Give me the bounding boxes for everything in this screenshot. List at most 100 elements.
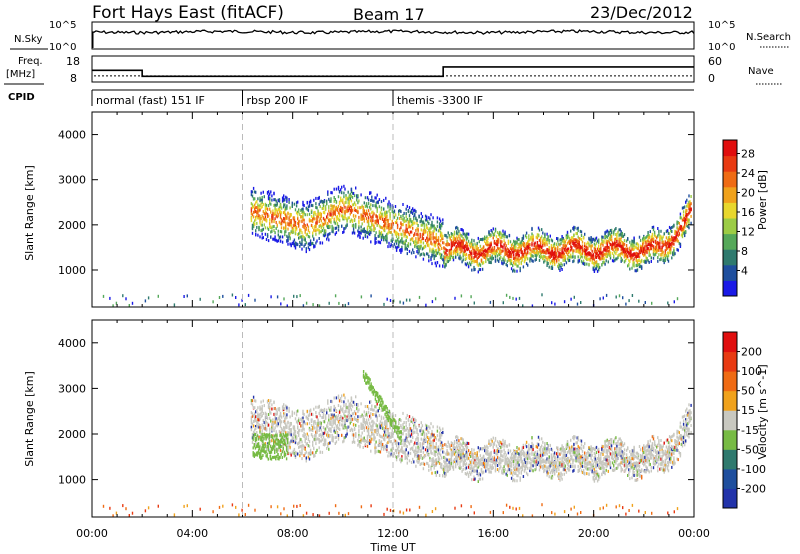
power-cell — [385, 224, 387, 228]
power-cell — [385, 216, 387, 220]
power-cell — [260, 202, 262, 206]
velocity-cell — [348, 408, 350, 412]
power-cell — [503, 243, 505, 247]
power-cell — [596, 269, 599, 273]
power-cell — [489, 233, 491, 237]
velocity-cell — [330, 406, 332, 410]
power-cell — [555, 251, 557, 255]
power-cell — [457, 227, 459, 231]
power-cell — [422, 221, 425, 225]
power-cell — [504, 248, 506, 252]
power-cell — [601, 263, 603, 267]
power-cell — [525, 252, 528, 256]
power-cell — [293, 238, 296, 242]
power-cell — [252, 225, 255, 228]
power-cell — [502, 245, 504, 249]
power-cell — [560, 266, 562, 269]
velocity-cell — [337, 404, 340, 407]
velocity-cell — [254, 428, 256, 432]
velocity-cell — [303, 454, 305, 458]
velocity-cell — [375, 450, 377, 454]
velocity-cell — [358, 424, 360, 428]
power-cell — [491, 230, 493, 234]
power-cell — [274, 211, 276, 215]
power-cell — [634, 269, 636, 273]
power-cell — [506, 247, 508, 251]
velocity-cell — [258, 425, 260, 429]
power-cell — [487, 240, 489, 244]
power-cell — [322, 216, 325, 220]
power-cell — [622, 296, 624, 300]
power-cell — [503, 239, 505, 243]
velocity-cell — [301, 429, 303, 433]
power-cell — [363, 227, 365, 231]
power-cell — [344, 201, 346, 205]
power-cell — [642, 239, 644, 243]
power-cell — [553, 262, 556, 266]
power-cell — [362, 205, 364, 209]
velocity-cell — [318, 440, 320, 444]
power-cell — [340, 209, 342, 212]
power-cell — [632, 261, 634, 264]
velocity-cell — [361, 413, 363, 417]
power-cell — [403, 216, 405, 220]
velocity-cell — [310, 412, 313, 416]
velocity-cell — [365, 418, 368, 422]
power-cell — [424, 238, 427, 242]
power-cell — [322, 210, 325, 214]
power-cell — [566, 257, 569, 261]
velocity-cell — [321, 433, 324, 437]
power-cell — [522, 265, 525, 269]
power-cell — [343, 216, 345, 220]
velocity-cell — [266, 442, 269, 446]
power-cell — [572, 240, 574, 244]
velocity-cell — [366, 421, 369, 425]
power-cell — [447, 243, 449, 247]
velocity-cell — [315, 438, 317, 442]
power-cell — [393, 209, 396, 213]
velocity-cell — [331, 400, 333, 404]
power-cell — [474, 253, 476, 257]
cpid-label: CPID — [8, 92, 35, 103]
power-cell — [688, 204, 690, 208]
power-cell — [338, 201, 341, 205]
power-cell — [591, 256, 593, 260]
power-cell — [373, 199, 375, 203]
power-cell — [510, 267, 513, 271]
power-cell — [444, 247, 446, 251]
velocity-cell — [306, 409, 308, 413]
power-cell — [385, 234, 387, 238]
power-cell — [623, 239, 626, 242]
power-cell — [578, 237, 580, 241]
power-cell — [482, 261, 485, 265]
power-cell — [380, 206, 383, 210]
power-cell — [450, 234, 453, 238]
power-cell — [422, 241, 425, 245]
velocity-cell — [257, 420, 259, 424]
velocity-cell — [327, 435, 329, 439]
sky-noise-trace — [91, 29, 695, 48]
power-cell — [654, 234, 657, 238]
power-cell — [538, 249, 541, 253]
power-cell — [286, 206, 288, 210]
velocity-cell — [316, 428, 318, 432]
power-cell — [305, 301, 308, 305]
power-cell — [299, 228, 301, 232]
power-cell — [678, 241, 680, 245]
power-cell — [408, 223, 411, 227]
power-cell — [312, 225, 314, 229]
power-cell — [394, 205, 397, 208]
power-cell — [527, 263, 529, 267]
power-cell — [482, 245, 485, 249]
power-cell — [587, 258, 589, 262]
power-cell — [420, 252, 422, 256]
power-cell — [358, 226, 360, 230]
power-cell — [614, 258, 616, 262]
power-cell — [284, 217, 286, 221]
power-cell — [663, 243, 665, 247]
power-cell — [544, 259, 546, 263]
power-cell — [267, 194, 270, 198]
power-cell — [517, 264, 519, 268]
power-cell — [518, 250, 520, 253]
power-cell — [589, 253, 591, 257]
